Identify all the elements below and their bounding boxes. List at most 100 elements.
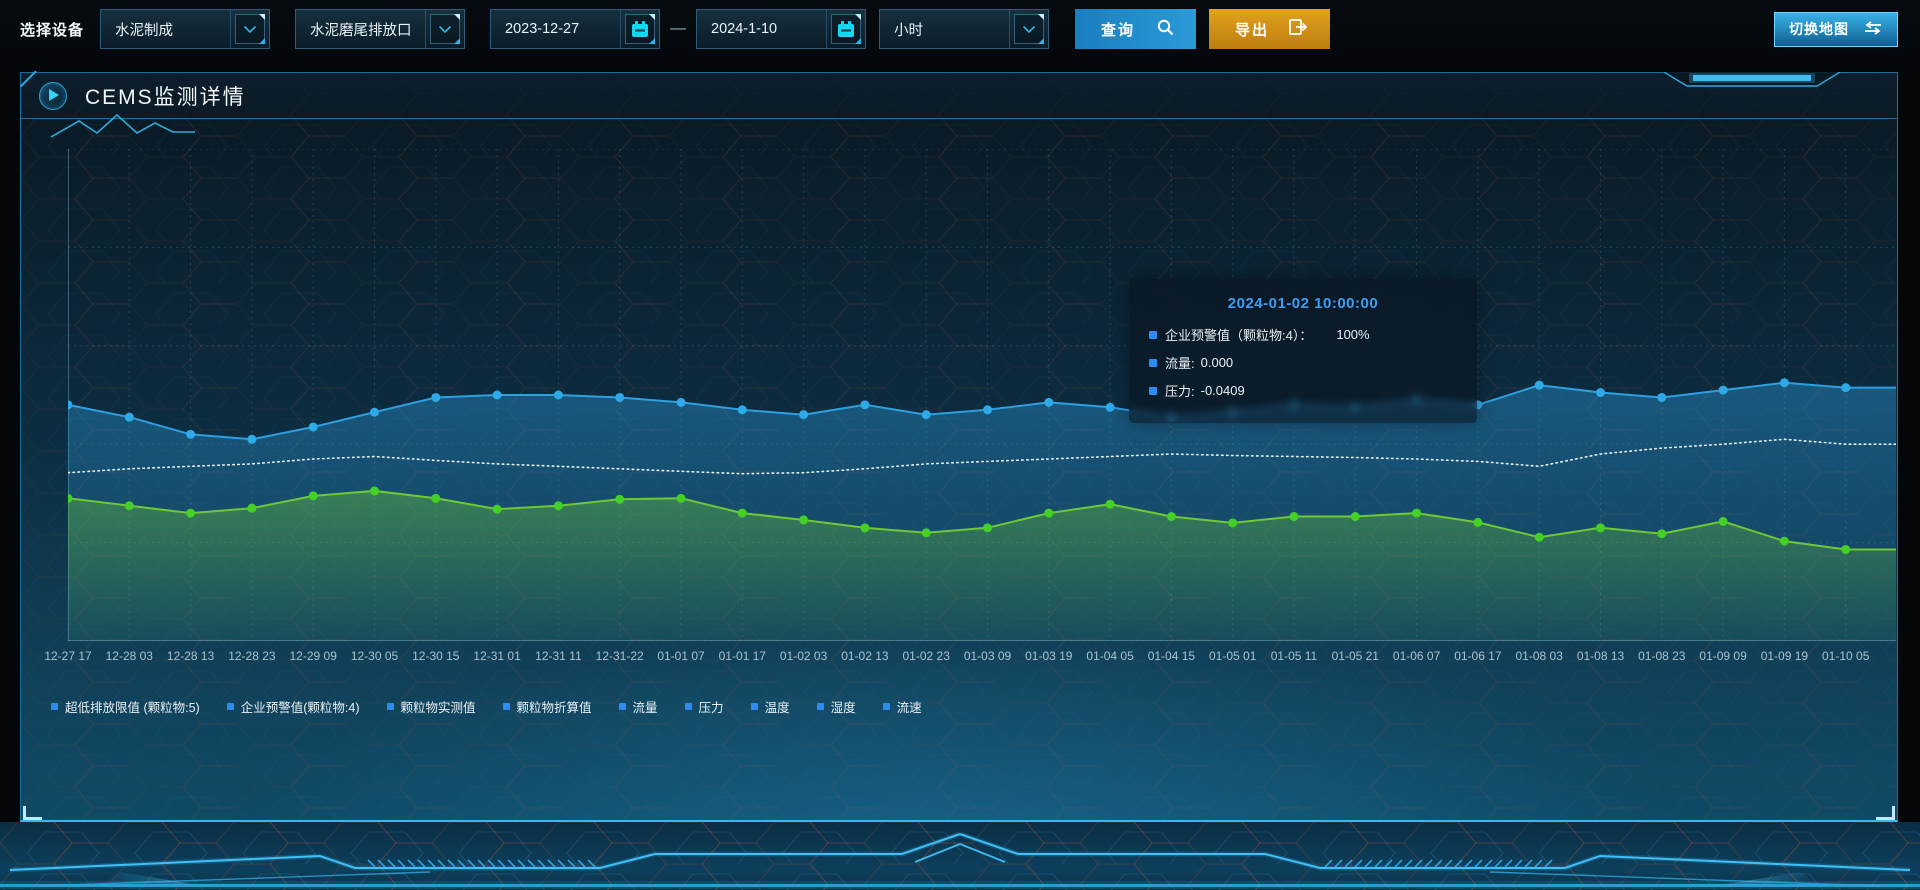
legend-item[interactable]: 压力 [684, 697, 724, 716]
series-point[interactable] [553, 501, 563, 511]
export-button[interactable]: 导出 [1209, 9, 1331, 49]
series-point[interactable] [737, 405, 747, 415]
series-point[interactable] [186, 429, 196, 439]
series-point[interactable] [1596, 388, 1605, 398]
x-axis-label: 01-08 03 [1515, 649, 1563, 663]
series-point[interactable] [921, 410, 931, 420]
production-line-select[interactable]: 水泥制成 [100, 9, 271, 49]
series-point[interactable] [1596, 523, 1605, 533]
series-point[interactable] [1289, 512, 1299, 522]
legend-item[interactable]: 颗粒物折算值 [502, 697, 592, 716]
series-point[interactable] [737, 508, 747, 518]
calendar-icon[interactable] [831, 14, 862, 44]
series-point[interactable] [983, 523, 992, 533]
switch-map-button[interactable]: 切换地图 [1774, 11, 1898, 47]
x-axis-label: 01-08 23 [1638, 649, 1686, 663]
series-point[interactable] [431, 493, 441, 503]
legend-label: 颗粒物折算值 [516, 701, 592, 715]
series-point[interactable] [308, 491, 318, 501]
tooltip-value: -0.0409 [1200, 383, 1245, 398]
series-point[interactable] [186, 508, 196, 518]
zigzag-accent [50, 113, 195, 138]
tooltip-label: 企业预警值（颗粒物:4）： [1165, 328, 1313, 343]
series-point[interactable] [1350, 512, 1360, 522]
x-axis-label: 01-02 03 [779, 649, 828, 663]
series-point[interactable] [921, 528, 931, 538]
series-point[interactable] [1779, 378, 1789, 388]
legend-item[interactable]: 颗粒物实测值 [386, 697, 476, 716]
chevron-down-icon[interactable] [235, 14, 266, 44]
series-point[interactable] [247, 434, 257, 444]
outlet-select-value: 水泥磨尾排放口 [310, 22, 412, 39]
legend-item[interactable]: 流速 [882, 697, 922, 716]
tooltip-marker [1149, 358, 1157, 367]
series-point[interactable] [676, 397, 686, 407]
cems-panel: CEMS监测详情 12-27 17 12-28 03 12-28 13 12-28 2… [19, 70, 1898, 822]
series-point[interactable] [1657, 529, 1667, 539]
chevron-down-icon[interactable] [430, 14, 461, 44]
cems-trend-chart[interactable] [68, 149, 1896, 641]
legend-marker [816, 703, 824, 710]
x-axis-label: 01-05 21 [1331, 649, 1379, 663]
calendar-icon[interactable] [625, 14, 656, 44]
x-axis-label: 12-31 01 [473, 649, 521, 663]
series-point[interactable] [860, 400, 870, 410]
series-point[interactable] [1841, 544, 1851, 554]
series-point[interactable] [492, 504, 502, 514]
series-point[interactable] [676, 493, 686, 503]
outlet-select[interactable]: 水泥磨尾排放口 [295, 9, 466, 49]
series-point[interactable] [983, 405, 992, 415]
series-point[interactable] [1228, 518, 1238, 528]
tooltip-value: 100% [1336, 327, 1370, 342]
start-date-picker[interactable]: 2023-12-27 [490, 9, 661, 49]
interval-select[interactable]: 小时 [879, 9, 1050, 49]
series-point[interactable] [860, 523, 870, 533]
series-point[interactable] [68, 493, 73, 503]
legend-item[interactable]: 温度 [750, 697, 790, 716]
legend-item[interactable]: 流量 [618, 697, 658, 716]
x-axis-label: 01-04 15 [1147, 649, 1196, 663]
query-button[interactable]: 查询 [1075, 9, 1197, 49]
series-point[interactable] [1779, 536, 1789, 546]
series-point[interactable] [370, 486, 379, 496]
series-point[interactable] [615, 494, 625, 504]
series-point[interactable] [492, 390, 502, 400]
series-point[interactable] [1534, 532, 1544, 542]
series-point[interactable] [124, 412, 134, 422]
series-point[interactable] [1412, 508, 1422, 518]
tooltip-value: 0.000 [1200, 355, 1234, 370]
end-date-picker[interactable]: 2024-1-10 [696, 9, 867, 49]
series-point[interactable] [1473, 517, 1483, 527]
series-point[interactable] [553, 390, 563, 400]
chevron-down-icon[interactable] [1014, 14, 1045, 44]
series-point[interactable] [1105, 499, 1115, 509]
series-point[interactable] [799, 515, 809, 525]
series-point[interactable] [1166, 512, 1176, 522]
series-point[interactable] [247, 503, 257, 513]
series-point[interactable] [308, 422, 318, 432]
series-point[interactable] [1718, 516, 1728, 526]
series-point[interactable] [1657, 392, 1667, 402]
legend-item[interactable]: 企业预警值(颗粒物:4) [226, 697, 360, 716]
x-axis-label: 01-03 19 [1025, 649, 1073, 663]
series-point[interactable] [1534, 380, 1544, 390]
x-axis-label: 01-06 07 [1392, 649, 1441, 663]
tooltip-item: 企业预警值（颗粒物:4）： 100% [1149, 325, 1457, 344]
series-point[interactable] [124, 501, 134, 511]
series-point[interactable] [1841, 383, 1851, 393]
series-point[interactable] [1044, 508, 1054, 518]
series-point[interactable] [1105, 402, 1115, 412]
x-axis-label: 01-05 01 [1209, 649, 1257, 663]
series-point[interactable] [1718, 385, 1728, 395]
legend-item[interactable]: 湿度 [816, 697, 856, 716]
start-date-value: 2023-12-27 [505, 21, 580, 37]
tooltip-item: 流量: 0.000 [1149, 353, 1457, 372]
series-point[interactable] [68, 400, 73, 410]
series-point[interactable] [370, 407, 379, 417]
series-point[interactable] [431, 392, 441, 402]
legend-item[interactable]: 超低排放限值 (颗粒物:5) [51, 697, 200, 716]
series-point[interactable] [1044, 397, 1054, 407]
series-point[interactable] [799, 410, 809, 420]
series-point[interactable] [615, 392, 625, 402]
switch-map-button-label: 切换地图 [1789, 21, 1849, 37]
